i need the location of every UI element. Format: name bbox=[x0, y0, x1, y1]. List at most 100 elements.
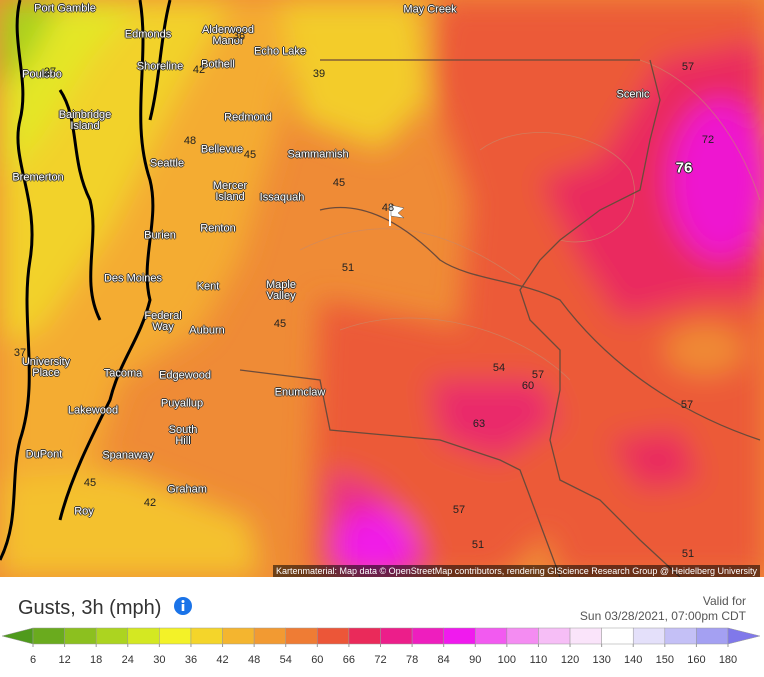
scale-segment bbox=[380, 627, 413, 645]
place-label: Renton bbox=[200, 222, 236, 235]
contour-label: 51 bbox=[471, 539, 485, 551]
contour-label: 45 bbox=[273, 318, 287, 330]
place-label: Burien bbox=[144, 229, 176, 242]
place-label: Bothell bbox=[201, 58, 235, 71]
place-label: South Hill bbox=[168, 424, 198, 447]
contour-label: 45 bbox=[83, 477, 97, 489]
scale-tick-label: 100 bbox=[498, 654, 516, 666]
place-label: Redmond bbox=[224, 111, 272, 124]
legend-title: Gusts, 3h (mph) bbox=[18, 596, 193, 620]
place-label: Kent bbox=[196, 280, 220, 293]
scale-arrow bbox=[727, 627, 761, 645]
scale-tick-label: 84 bbox=[438, 654, 450, 666]
scale-segment bbox=[253, 627, 286, 645]
place-label: Enumclaw bbox=[274, 386, 326, 399]
scale-segment bbox=[443, 627, 476, 645]
place-label: Edmonds bbox=[124, 28, 172, 41]
place-label: Issaquah bbox=[259, 191, 305, 204]
contour-label: 36 bbox=[232, 30, 246, 42]
info-icon[interactable] bbox=[173, 596, 193, 616]
scale-tick-label: 36 bbox=[185, 654, 197, 666]
place-label: Mercer Island bbox=[212, 180, 248, 203]
scale-arrow bbox=[1, 627, 34, 645]
place-label: Echo Lake bbox=[254, 45, 306, 58]
place-label: Poulsbo bbox=[22, 68, 62, 81]
contour-label: 54 bbox=[492, 362, 506, 374]
scale-segment bbox=[32, 627, 65, 645]
scale-tick-label: 90 bbox=[469, 654, 481, 666]
place-label: Graham bbox=[167, 483, 207, 496]
scale-segment bbox=[127, 627, 160, 645]
color-scale: 6 12 18 24 30 36 42 48 54 60 66 72 78 84 90 100 110 120 13… bbox=[1, 627, 761, 666]
scale-segment bbox=[696, 627, 729, 645]
scale-segment bbox=[285, 627, 318, 645]
scale-segment bbox=[95, 627, 129, 645]
scale-tick-label: 72 bbox=[374, 654, 386, 666]
flag-marker bbox=[389, 204, 405, 226]
scale-tick-label: 54 bbox=[280, 654, 292, 666]
map bbox=[0, 0, 764, 577]
place-label: Seattle bbox=[149, 157, 185, 170]
scale-segment bbox=[64, 627, 97, 645]
place-label: Federal Way bbox=[144, 310, 182, 333]
place-label: Bremerton bbox=[12, 171, 64, 184]
scale-segment bbox=[664, 627, 697, 645]
contour-label: 51 bbox=[341, 262, 355, 274]
place-label: Bellevue bbox=[200, 143, 244, 156]
contour-label: 60 bbox=[521, 380, 535, 392]
place-label: Maple Valley bbox=[266, 279, 296, 302]
scale-segment bbox=[569, 627, 602, 645]
scale-tick-label: 66 bbox=[343, 654, 355, 666]
attribution: Kartenmaterial: Map data © OpenStreetMap… bbox=[273, 565, 760, 577]
scale-segment bbox=[411, 627, 444, 645]
scale-segment bbox=[348, 627, 381, 645]
scale-tick-label: 42 bbox=[216, 654, 228, 666]
place-label: Auburn bbox=[189, 324, 225, 337]
contour-label: 57 bbox=[680, 399, 694, 411]
place-label: University Place bbox=[21, 356, 71, 379]
contour-label: 57 bbox=[452, 504, 466, 516]
place-label: May Creek bbox=[403, 3, 457, 16]
scale-segment bbox=[475, 627, 508, 645]
scale-tick-label: 30 bbox=[153, 654, 165, 666]
scale-segment bbox=[601, 627, 634, 645]
scale-tick-label: 6 bbox=[30, 654, 36, 666]
contour-label: 51 bbox=[681, 548, 695, 560]
contour-label: 57 bbox=[681, 61, 695, 73]
place-label: DuPont bbox=[25, 448, 63, 461]
contour-label: 42 bbox=[143, 497, 157, 509]
contour-label: 48 bbox=[381, 202, 395, 214]
contour-label: 48 bbox=[183, 135, 197, 147]
scale-tick-label: 150 bbox=[656, 654, 674, 666]
place-label: Edgewood bbox=[159, 369, 211, 382]
scale-segment bbox=[538, 627, 571, 645]
max-value-label: 76 bbox=[675, 159, 693, 177]
scale-tick-label: 78 bbox=[406, 654, 418, 666]
place-label: Puyallup bbox=[160, 397, 204, 410]
scale-segment bbox=[222, 627, 255, 645]
scale-segment bbox=[317, 627, 350, 645]
place-label: Bainbridge Island bbox=[58, 109, 112, 132]
scale-segment bbox=[506, 627, 539, 645]
contour-label: 45 bbox=[332, 177, 346, 189]
place-label: Scenic bbox=[616, 88, 650, 101]
place-label: Des Moines bbox=[103, 272, 163, 285]
scale-segment bbox=[159, 627, 192, 645]
scale-tick-label: 140 bbox=[624, 654, 642, 666]
contour-label: 57 bbox=[531, 369, 545, 381]
place-label: Alderwood Manor bbox=[202, 24, 254, 47]
contour-label: 37 bbox=[13, 347, 27, 359]
scale-segment bbox=[632, 627, 666, 645]
contour-label: 39 bbox=[312, 68, 326, 80]
valid-time: Sun 03/28/2021, 07:00pm CDT bbox=[579, 609, 746, 623]
scale-tick-label: 12 bbox=[58, 654, 70, 666]
scale-tick-label: 180 bbox=[719, 654, 737, 666]
title-text: Gusts, 3h (mph) bbox=[18, 597, 162, 619]
valid-label: Valid for bbox=[702, 594, 746, 608]
scale-tick-label: 130 bbox=[592, 654, 610, 666]
scale-tick-label: 18 bbox=[90, 654, 102, 666]
scale-tick-label: 48 bbox=[248, 654, 260, 666]
contour-label: 63 bbox=[472, 418, 486, 430]
place-label: Roy bbox=[74, 505, 94, 518]
